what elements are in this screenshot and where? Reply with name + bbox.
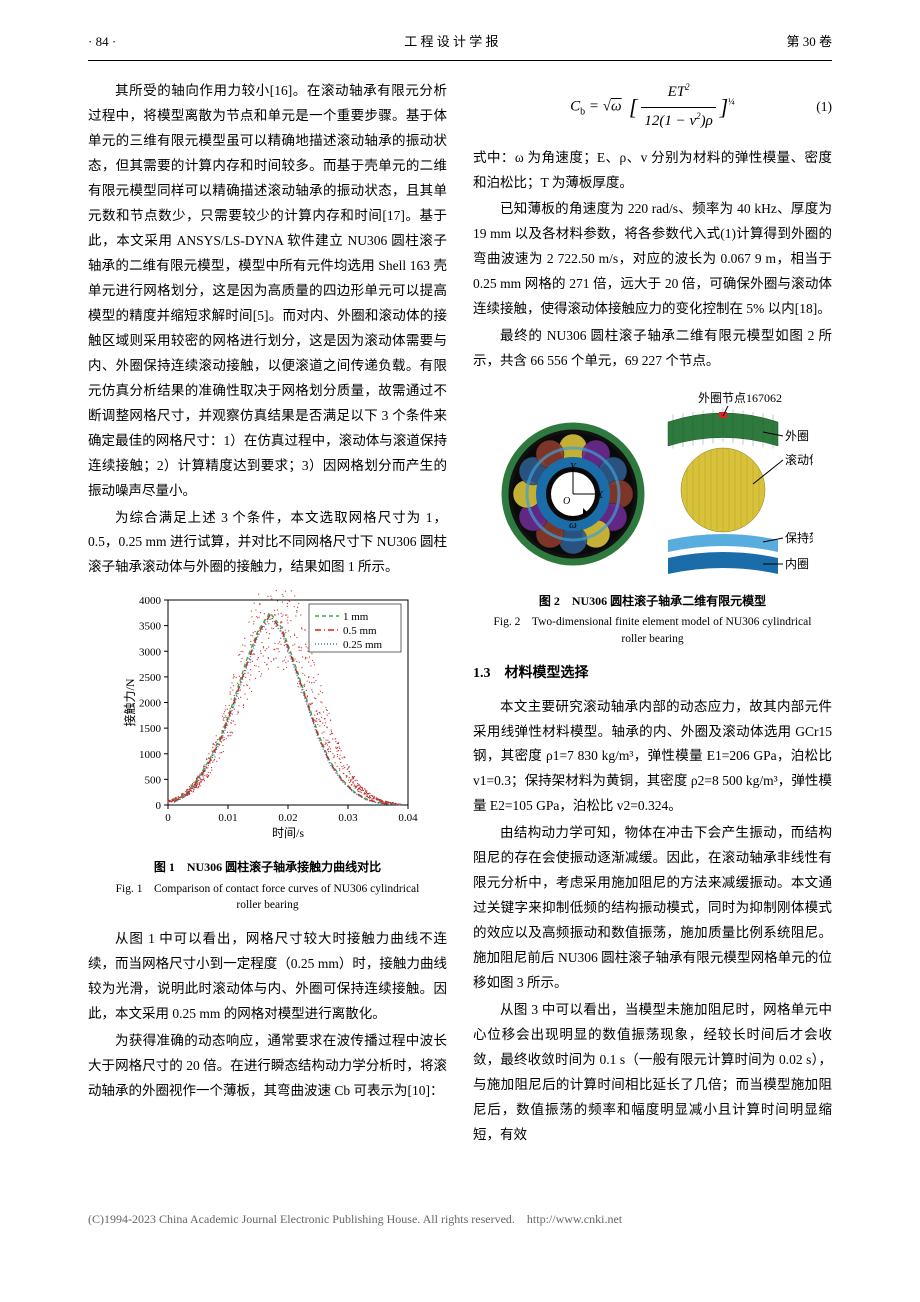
svg-text:接触力/N: 接触力/N — [122, 679, 137, 727]
figure-1: 0 500 1000 1500 2000 2500 3000 3500 4000 0 0.01 0.0… — [88, 590, 447, 912]
svg-text:2000: 2000 — [139, 698, 162, 710]
header-right: 第 30 卷 — [786, 30, 832, 54]
contact-force-chart: 0 500 1000 1500 2000 2500 3000 3500 4000 0 0.01 0.0… — [118, 590, 418, 850]
paragraph: 已知薄板的角速度为 220 rad/s、频率为 40 kHz、厚度为 19 mm… — [473, 197, 832, 322]
fig1-caption-en: Fig. 1 Comparison of contact force curve… — [88, 881, 447, 913]
svg-text:0.01: 0.01 — [218, 812, 237, 824]
equation-body: Cb = √ω [ ET2 12(1 − v2)ρ ]¼ — [501, 79, 804, 136]
svg-text:X: X — [596, 490, 604, 501]
paragraph: 为综合满足上述 3 个条件，本文选取网格尺寸为 1，0.5，0.25 mm 进行… — [88, 506, 447, 581]
figure-2: XYOω外圈节点167062外圈滚动体保持架内圈 图 2 NU306 圆柱滚子轴… — [473, 384, 832, 646]
paragraph: 从图 1 中可以看出，网格尺寸较大时接触力曲线不连续，而当网格尺寸小到一定程度（… — [88, 927, 447, 1027]
svg-text:滚动体: 滚动体 — [785, 452, 813, 467]
svg-text:外圈: 外圈 — [785, 429, 809, 443]
header-center: 工 程 设 计 学 报 — [404, 30, 498, 54]
fig1-caption-zh: 图 1 NU306 圆柱滚子轴承接触力曲线对比 — [88, 856, 447, 878]
svg-text:保持架: 保持架 — [785, 530, 813, 545]
equation-1: Cb = √ω [ ET2 12(1 − v2)ρ ]¼ (1) — [473, 79, 832, 136]
svg-text:0: 0 — [165, 812, 171, 824]
svg-text:时间/s: 时间/s — [271, 826, 303, 840]
svg-text:ω: ω — [569, 519, 577, 531]
page-footer: (C)1994-2023 China Academic Journal Elec… — [88, 1208, 832, 1230]
paragraph: 本文主要研究滚动轴承内部的动态应力，故其内部元件采用线弹性材料模型。轴承的内、外… — [473, 695, 832, 820]
svg-text:3500: 3500 — [139, 621, 162, 633]
paragraph: 最终的 NU306 圆柱滚子轴承二维有限元模型如图 2 所示，共含 66 556… — [473, 324, 832, 374]
page-header: · 84 · 工 程 设 计 学 报 第 30 卷 — [88, 30, 832, 61]
svg-text:1500: 1500 — [139, 724, 162, 736]
paragraph: 其所受的轴向作用力较小[16]。在滚动轴承有限元分析过程中，将模型离散为节点和单… — [88, 79, 447, 503]
svg-text:0.5 mm: 0.5 mm — [343, 625, 377, 637]
svg-text:内圈: 内圈 — [785, 557, 809, 571]
fig2-caption-en: Fig. 2 Two-dimensional finite element mo… — [473, 614, 832, 646]
svg-text:1 mm: 1 mm — [343, 611, 369, 623]
svg-text:0.04: 0.04 — [398, 812, 418, 824]
two-column-body: 其所受的轴向作用力较小[16]。在滚动轴承有限元分析过程中，将模型离散为节点和单… — [88, 79, 832, 1148]
svg-text:4000: 4000 — [139, 595, 162, 607]
svg-text:外圈节点167062: 外圈节点167062 — [698, 391, 782, 405]
equation-number: (1) — [804, 95, 832, 120]
svg-text:0.03: 0.03 — [338, 812, 358, 824]
svg-text:1000: 1000 — [139, 749, 162, 761]
paragraph: 由结构动力学可知，物体在冲击下会产生振动，而结构阻尼的存在会使振动逐渐减缓。因此… — [473, 821, 832, 996]
svg-text:O: O — [563, 496, 570, 507]
paragraph: 式中：ω 为角速度；E、ρ、v 分别为材料的弹性模量、密度和泊松比；T 为薄板厚… — [473, 146, 832, 196]
bearing-model-diagram: XYOω外圈节点167062外圈滚动体保持架内圈 — [493, 384, 813, 584]
svg-text:0: 0 — [155, 800, 161, 812]
paragraph: 为获得准确的动态响应，通常要求在波传播过程中波长大于网格尺寸的 20 倍。在进行… — [88, 1029, 447, 1104]
svg-text:0.25 mm: 0.25 mm — [343, 639, 383, 651]
svg-text:2500: 2500 — [139, 672, 162, 684]
svg-text:500: 500 — [144, 775, 161, 787]
section-1-3-heading: 1.3 材料模型选择 — [473, 661, 832, 687]
header-left: · 84 · — [88, 30, 116, 54]
fig2-caption-zh: 图 2 NU306 圆柱滚子轴承二维有限元模型 — [473, 590, 832, 612]
svg-text:0.02: 0.02 — [278, 812, 297, 824]
paragraph: 从图 3 中可以看出，当模型未施加阻尼时，网格单元中心位移会出现明显的数值振荡现… — [473, 998, 832, 1148]
svg-text:3000: 3000 — [139, 647, 162, 659]
